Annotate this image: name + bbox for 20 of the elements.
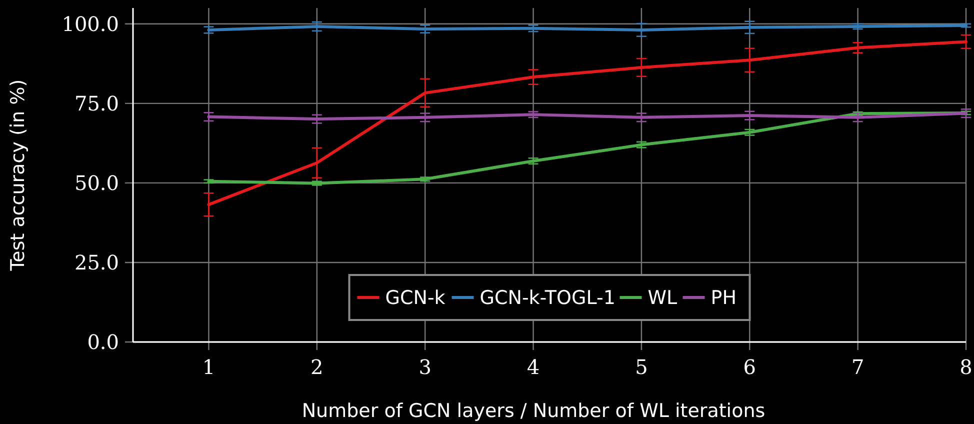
x-tick-label: 8: [960, 355, 972, 379]
x-tick-label: 6: [743, 355, 756, 379]
y-tick-label: 0.0: [87, 330, 119, 354]
legend-label: GCN-k: [385, 287, 446, 310]
x-tick-label: 3: [418, 355, 432, 379]
x-tick-label: 4: [526, 355, 540, 379]
legend-label: PH: [710, 287, 736, 310]
y-tick-label: 50.0: [74, 170, 119, 195]
y-tick-label: 25.0: [74, 250, 119, 274]
y-axis-title: Test accuracy (in %): [7, 79, 29, 272]
y-tick-label: 100.0: [62, 12, 119, 36]
x-tick-label: 7: [851, 355, 864, 379]
line-series: [207, 111, 968, 185]
legend-label: GCN-k-TOGL-1: [480, 287, 616, 310]
y-tick-label: 75.0: [74, 91, 119, 116]
x-tick-label: 5: [635, 355, 648, 379]
x-tick-label: 2: [310, 355, 324, 379]
x-tick-label: 1: [202, 355, 216, 379]
legend-label: WL: [648, 287, 678, 310]
x-axis-title: Number of GCN layers / Number of WL iterations: [302, 400, 766, 422]
